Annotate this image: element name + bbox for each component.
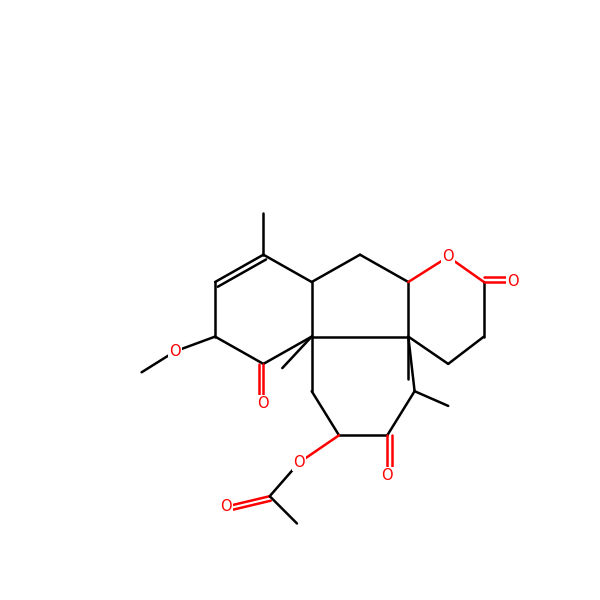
Text: O: O (508, 275, 519, 289)
Text: O: O (293, 455, 305, 470)
Text: O: O (442, 250, 454, 264)
Text: O: O (169, 344, 181, 359)
Text: O: O (257, 396, 269, 412)
Text: O: O (382, 468, 393, 482)
Text: O: O (220, 499, 232, 514)
